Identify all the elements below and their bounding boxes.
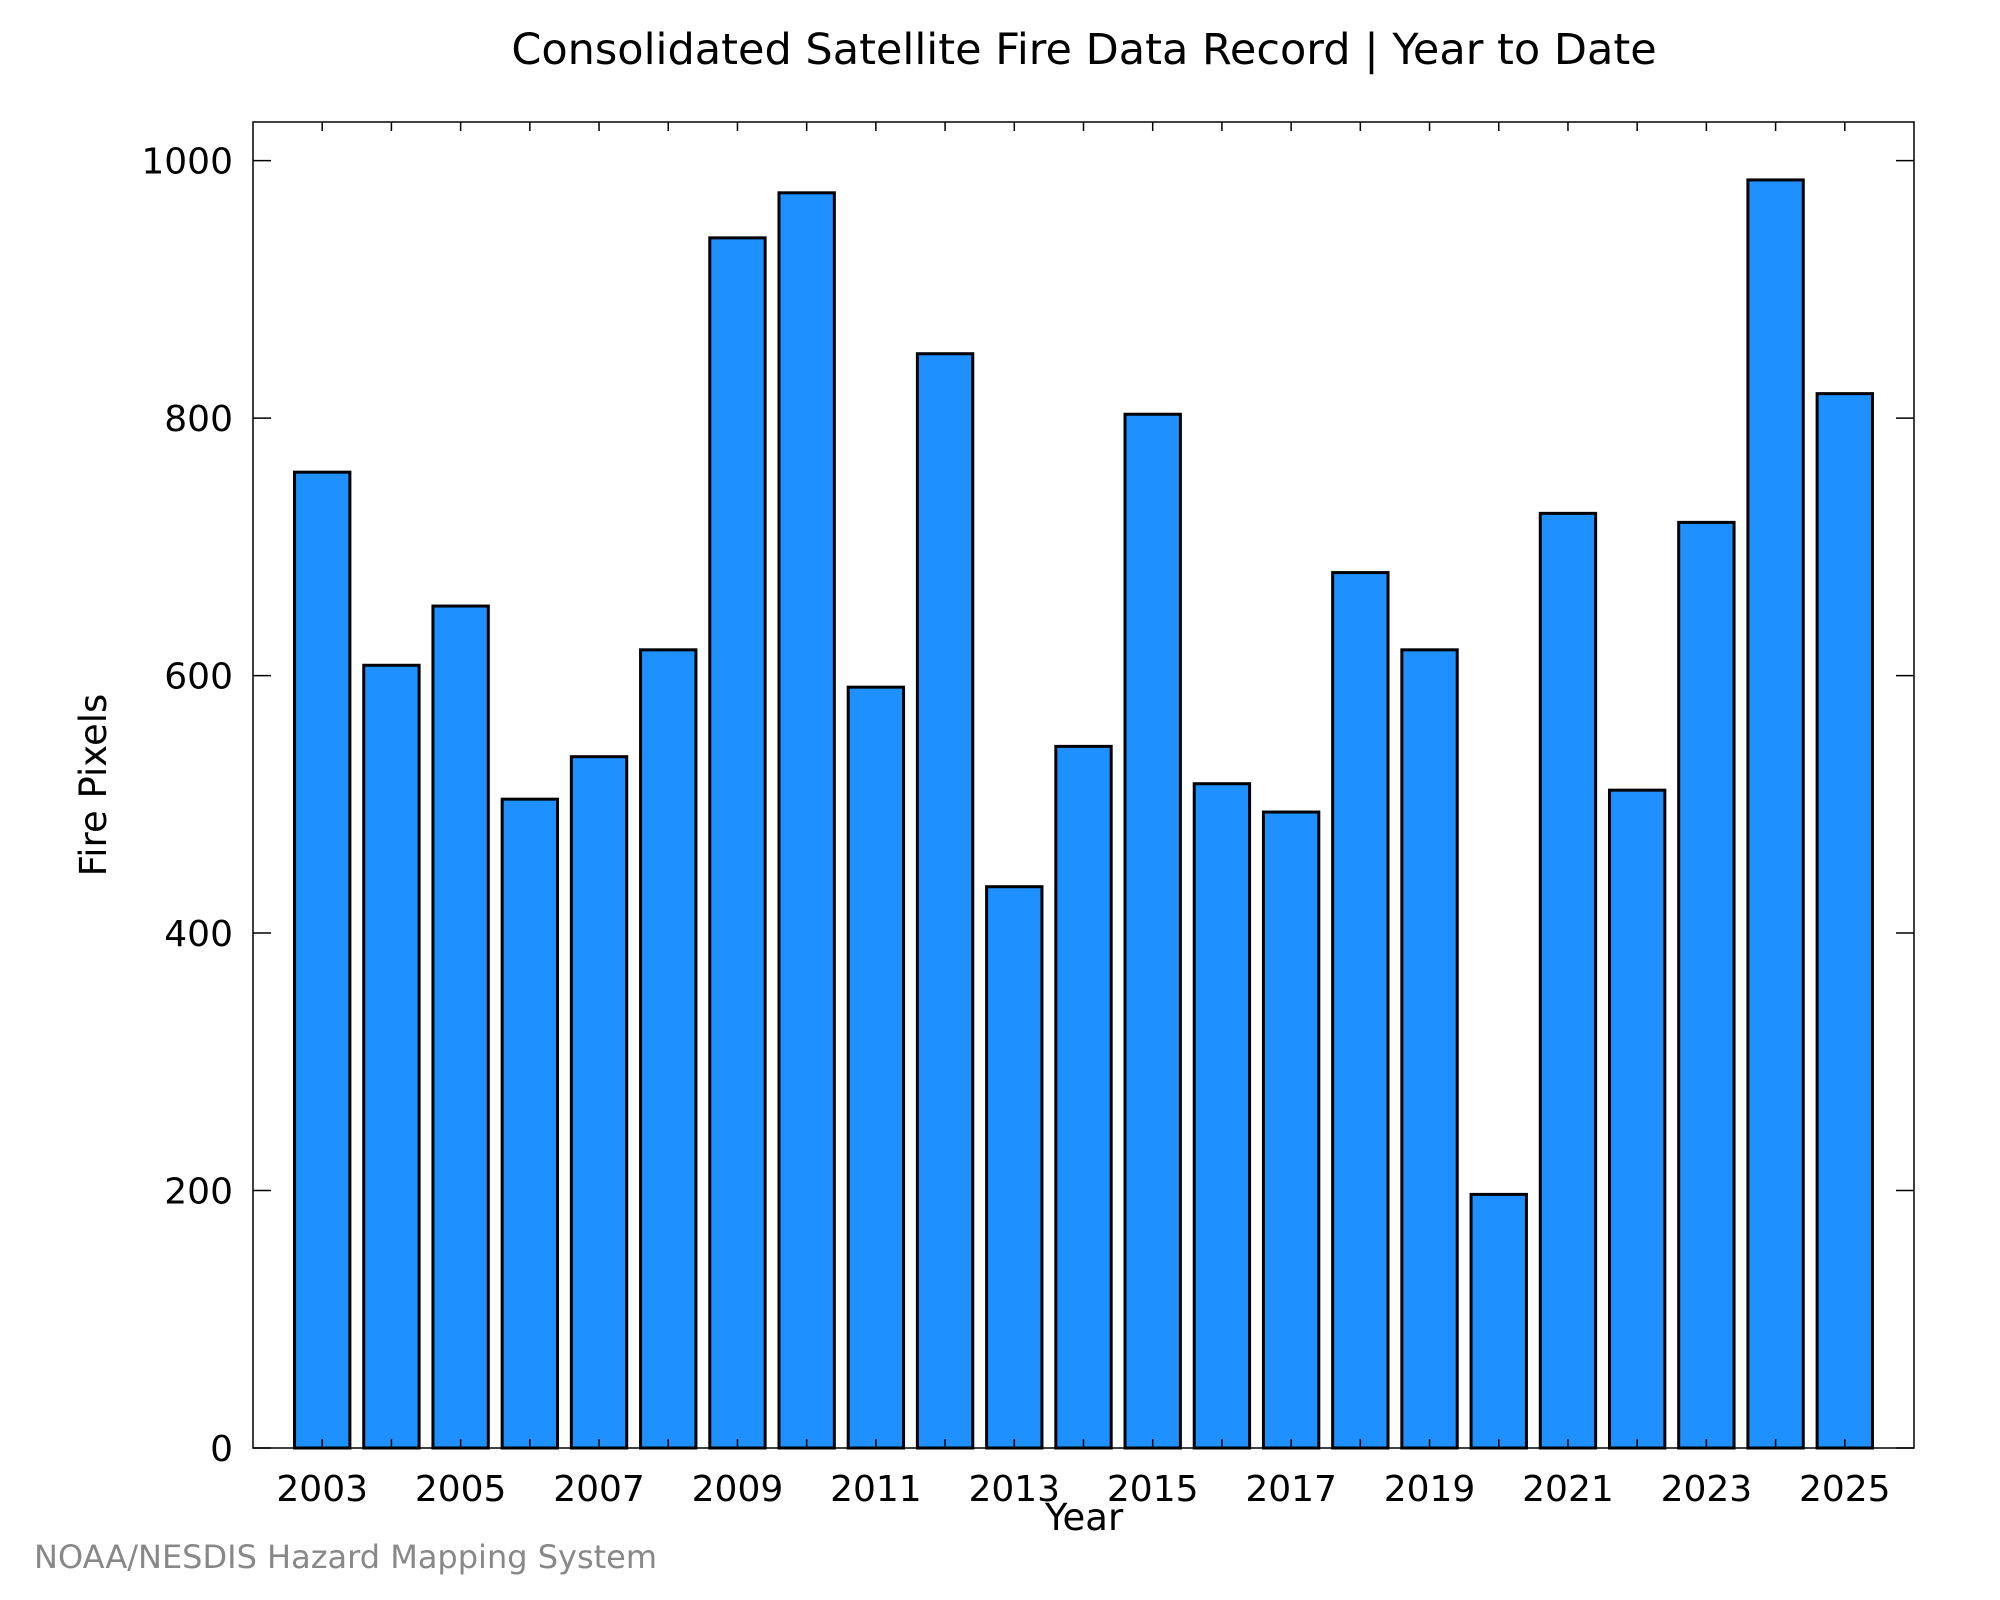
bar-2004 — [362, 663, 421, 1450]
bar-2003 — [293, 470, 352, 1450]
bar-2018 — [1331, 571, 1390, 1450]
bar-2011 — [846, 685, 906, 1450]
bar-2019 — [1400, 648, 1459, 1450]
bar-2025 — [1815, 392, 1874, 1450]
x-tick-label-2005: 2005 — [415, 1469, 507, 1510]
bar-2007 — [569, 755, 629, 1450]
y-tick-label-0: 0 — [210, 1429, 233, 1470]
bar-2005 — [431, 604, 490, 1450]
bar-2014 — [1054, 744, 1113, 1450]
bar-2013 — [985, 885, 1044, 1450]
x-tick-label-2025: 2025 — [1799, 1469, 1891, 1510]
chart-title: Consolidated Satellite Fire Data Record … — [511, 25, 1656, 75]
x-tick-label-2003: 2003 — [276, 1469, 368, 1510]
bar-2023 — [1677, 520, 1736, 1450]
bars-group — [293, 178, 1874, 1450]
y-tick-label-1000: 1000 — [141, 142, 233, 183]
bar-2006 — [500, 797, 560, 1450]
bar-2015 — [1123, 412, 1182, 1450]
data-source-credit: NOAA/NESDIS Hazard Mapping System — [34, 1538, 658, 1576]
x-tick-label-2013: 2013 — [968, 1469, 1060, 1510]
bar-2016 — [1192, 782, 1252, 1450]
x-tick-label-2007: 2007 — [553, 1469, 645, 1510]
x-tick-label-2009: 2009 — [692, 1469, 784, 1510]
y-tick-label-800: 800 — [164, 399, 233, 440]
bar-2009 — [708, 236, 767, 1450]
bar-2022 — [1607, 788, 1667, 1450]
bar-2012 — [915, 352, 975, 1450]
bar-2017 — [1261, 810, 1321, 1450]
y-axis-label: Fire Pixels — [72, 694, 115, 877]
x-tick-label-2011: 2011 — [830, 1469, 922, 1510]
y-tick-label-200: 200 — [164, 1172, 233, 1213]
x-tick-label-2021: 2021 — [1522, 1469, 1614, 1510]
bar-2020 — [1469, 1192, 1528, 1450]
x-tick-label-2015: 2015 — [1107, 1469, 1199, 1510]
x-tick-label-2023: 2023 — [1661, 1469, 1753, 1510]
ticks-group: 0 200 400 600 800 1000 2003 2005 2007 2009 2011 201… — [141, 122, 1914, 1510]
bar-2010 — [777, 191, 836, 1450]
bar-2024 — [1746, 178, 1805, 1450]
bar-2008 — [639, 648, 698, 1450]
x-tick-label-2019: 2019 — [1384, 1469, 1476, 1510]
x-axis-label: Year — [1044, 1496, 1124, 1539]
y-tick-label-400: 400 — [164, 914, 233, 955]
x-tick-label-2017: 2017 — [1245, 1469, 1337, 1510]
y-tick-label-600: 600 — [164, 657, 233, 698]
bar-2021 — [1538, 511, 1598, 1450]
